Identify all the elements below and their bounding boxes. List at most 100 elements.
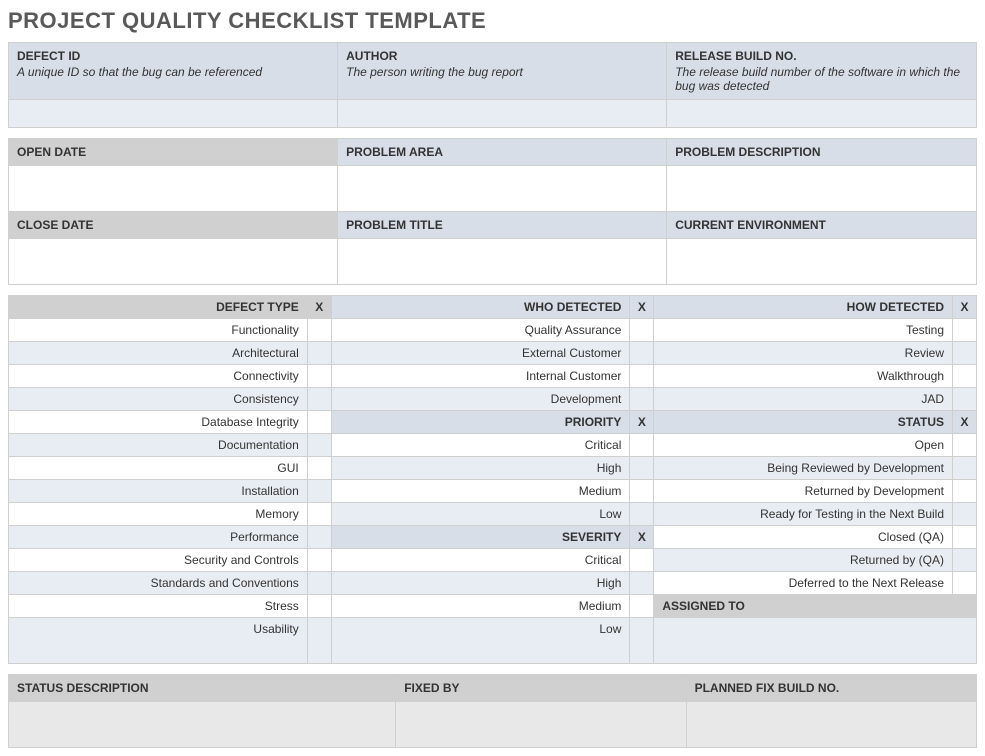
problem-title-input[interactable]	[338, 239, 667, 285]
severity-check[interactable]	[630, 618, 654, 664]
assigned-to-input[interactable]	[654, 618, 977, 664]
how-detected-item: JAD	[654, 388, 953, 411]
how-detected-check[interactable]	[953, 388, 977, 411]
who-detected-item: Development	[331, 388, 630, 411]
status-item: Open	[654, 434, 953, 457]
defect-type-check[interactable]	[307, 457, 331, 480]
status-item: Returned by (QA)	[654, 549, 953, 572]
defect-type-check[interactable]	[307, 503, 331, 526]
defect-type-item: Standards and Conventions	[9, 572, 308, 595]
defect-type-check[interactable]	[307, 549, 331, 572]
who-detected-check[interactable]	[630, 342, 654, 365]
status-check[interactable]	[953, 572, 977, 595]
defect-type-item: Memory	[9, 503, 308, 526]
status-description-input[interactable]	[9, 702, 396, 748]
who-detected-check[interactable]	[630, 319, 654, 342]
defect-type-check[interactable]	[307, 480, 331, 503]
open-date-label: OPEN DATE	[9, 139, 338, 166]
status-check[interactable]	[953, 457, 977, 480]
defect-type-check[interactable]	[307, 388, 331, 411]
defect-type-item: Usability	[9, 618, 308, 664]
severity-item: High	[331, 572, 630, 595]
release-build-label: RELEASE BUILD NO.	[675, 49, 968, 63]
assigned-to-header: ASSIGNED TO	[654, 595, 977, 618]
defect-type-check[interactable]	[307, 342, 331, 365]
release-build-desc: The release build number of the software…	[675, 65, 968, 93]
defect-type-item: Installation	[9, 480, 308, 503]
status-check[interactable]	[953, 434, 977, 457]
top-header-table: DEFECT ID A unique ID so that the bug ca…	[8, 42, 977, 128]
defect-type-check[interactable]	[307, 618, 331, 664]
current-env-input[interactable]	[667, 239, 977, 285]
open-date-input[interactable]	[9, 166, 338, 212]
bottom-table: STATUS DESCRIPTION FIXED BY PLANNED FIX …	[8, 674, 977, 748]
author-header: AUTHOR The person writing the bug report	[338, 43, 667, 100]
defect-type-item: Security and Controls	[9, 549, 308, 572]
defect-id-header: DEFECT ID A unique ID so that the bug ca…	[9, 43, 338, 100]
severity-check[interactable]	[630, 595, 654, 618]
defect-type-item: Consistency	[9, 388, 308, 411]
defect-type-x: X	[307, 296, 331, 319]
status-check[interactable]	[953, 503, 977, 526]
who-detected-check[interactable]	[630, 365, 654, 388]
release-build-input[interactable]	[667, 100, 977, 128]
close-date-input[interactable]	[9, 239, 338, 285]
defect-id-input[interactable]	[9, 100, 338, 128]
status-check[interactable]	[953, 526, 977, 549]
defect-type-item: GUI	[9, 457, 308, 480]
status-item: Closed (QA)	[654, 526, 953, 549]
problem-description-label: PROBLEM DESCRIPTION	[667, 139, 977, 166]
author-label: AUTHOR	[346, 49, 658, 63]
status-item: Deferred to the Next Release	[654, 572, 953, 595]
how-detected-check[interactable]	[953, 342, 977, 365]
status-x: X	[953, 411, 977, 434]
how-detected-item: Testing	[654, 319, 953, 342]
fixed-by-label: FIXED BY	[396, 675, 686, 702]
priority-check[interactable]	[630, 434, 654, 457]
how-detected-check[interactable]	[953, 365, 977, 388]
who-detected-header: WHO DETECTED	[331, 296, 630, 319]
who-detected-item: Quality Assurance	[331, 319, 630, 342]
defect-type-check[interactable]	[307, 595, 331, 618]
defect-type-item: Database Integrity	[9, 411, 308, 434]
status-item: Being Reviewed by Development	[654, 457, 953, 480]
defect-type-check[interactable]	[307, 365, 331, 388]
defect-type-check[interactable]	[307, 526, 331, 549]
defect-type-header: DEFECT TYPE	[9, 296, 308, 319]
how-detected-item: Review	[654, 342, 953, 365]
fixed-by-input[interactable]	[396, 702, 686, 748]
priority-check[interactable]	[630, 480, 654, 503]
release-build-header: RELEASE BUILD NO. The release build numb…	[667, 43, 977, 100]
priority-item: Medium	[331, 480, 630, 503]
defect-type-item: Connectivity	[9, 365, 308, 388]
planned-fix-input[interactable]	[686, 702, 976, 748]
problem-description-input[interactable]	[667, 166, 977, 212]
close-date-label: CLOSE DATE	[9, 212, 338, 239]
defect-type-check[interactable]	[307, 572, 331, 595]
how-detected-header: HOW DETECTED	[654, 296, 953, 319]
defect-type-check[interactable]	[307, 434, 331, 457]
defect-type-check[interactable]	[307, 411, 331, 434]
status-description-label: STATUS DESCRIPTION	[9, 675, 396, 702]
defect-type-check[interactable]	[307, 319, 331, 342]
defect-type-item: Architectural	[9, 342, 308, 365]
planned-fix-label: PLANNED FIX BUILD NO.	[686, 675, 976, 702]
priority-check[interactable]	[630, 457, 654, 480]
defect-type-item: Documentation	[9, 434, 308, 457]
status-check[interactable]	[953, 549, 977, 572]
defect-type-item: Stress	[9, 595, 308, 618]
priority-item: Low	[331, 503, 630, 526]
how-detected-check[interactable]	[953, 319, 977, 342]
who-detected-check[interactable]	[630, 388, 654, 411]
priority-item: High	[331, 457, 630, 480]
severity-item: Critical	[331, 549, 630, 572]
status-check[interactable]	[953, 480, 977, 503]
priority-check[interactable]	[630, 503, 654, 526]
who-detected-x: X	[630, 296, 654, 319]
problem-area-input[interactable]	[338, 166, 667, 212]
severity-check[interactable]	[630, 572, 654, 595]
problem-area-label: PROBLEM AREA	[338, 139, 667, 166]
row2-table: OPEN DATE PROBLEM AREA PROBLEM DESCRIPTI…	[8, 138, 977, 285]
author-input[interactable]	[338, 100, 667, 128]
severity-check[interactable]	[630, 549, 654, 572]
